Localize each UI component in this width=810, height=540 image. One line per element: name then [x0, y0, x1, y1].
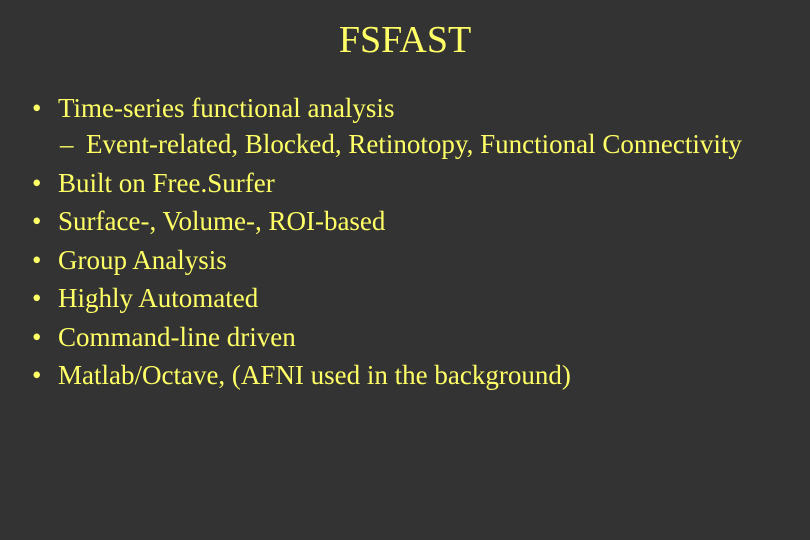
list-item: Group Analysis	[30, 242, 780, 278]
bullet-text: Built on Free.Surfer	[58, 168, 275, 198]
slide-content: Time-series functional analysis Event-re…	[0, 90, 810, 394]
slide: FSFAST Time-series functional analysis E…	[0, 0, 810, 540]
list-item: Command-line driven	[30, 319, 780, 355]
slide-title: FSFAST	[0, 18, 810, 62]
bullet-text: Command-line driven	[58, 322, 296, 352]
list-item: Surface-, Volume-, ROI-based	[30, 203, 780, 239]
sub-list: Event-related, Blocked, Retinotopy, Func…	[58, 126, 780, 162]
bullet-text: Event-related, Blocked, Retinotopy, Func…	[86, 129, 742, 159]
list-item: Time-series functional analysis Event-re…	[30, 90, 780, 163]
list-item: Built on Free.Surfer	[30, 165, 780, 201]
bullet-text: Surface-, Volume-, ROI-based	[58, 206, 385, 236]
bullet-text: Group Analysis	[58, 245, 227, 275]
bullet-text: Highly Automated	[58, 283, 258, 313]
list-item: Matlab/Octave, (AFNI used in the backgro…	[30, 357, 780, 393]
list-item: Highly Automated	[30, 280, 780, 316]
bullet-text: Matlab/Octave, (AFNI used in the backgro…	[58, 360, 571, 390]
bullet-text: Time-series functional analysis	[58, 93, 394, 123]
bullet-list: Time-series functional analysis Event-re…	[30, 90, 780, 394]
list-item: Event-related, Blocked, Retinotopy, Func…	[58, 126, 780, 162]
